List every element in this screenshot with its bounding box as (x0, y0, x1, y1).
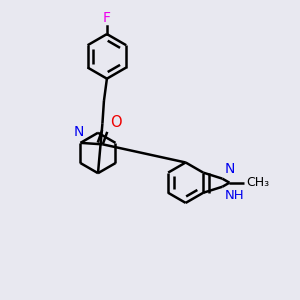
Text: N: N (225, 162, 235, 176)
Text: O: O (110, 116, 122, 130)
Text: F: F (103, 11, 111, 25)
Text: N: N (74, 125, 84, 139)
Text: NH: NH (225, 189, 244, 202)
Text: CH₃: CH₃ (246, 176, 269, 189)
